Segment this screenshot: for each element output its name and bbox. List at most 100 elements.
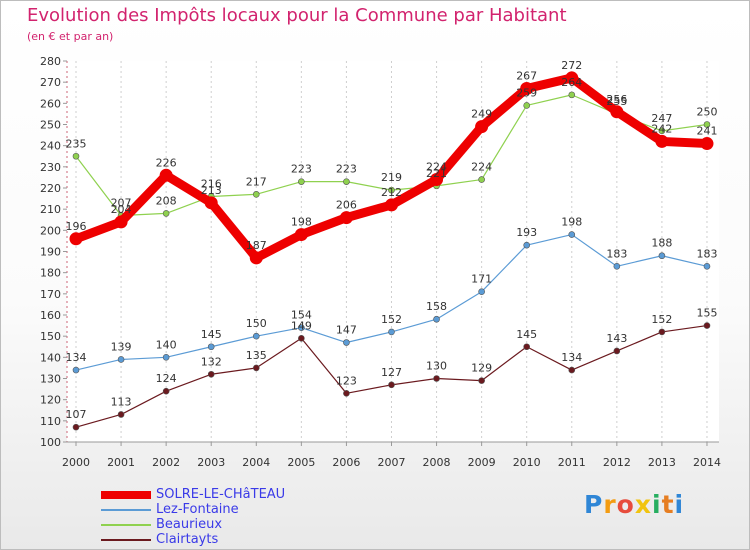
data-point <box>434 376 440 382</box>
data-label: 147 <box>336 324 357 337</box>
data-label: 124 <box>156 372 177 385</box>
data-point <box>475 120 488 133</box>
legend-swatch-clairtayts <box>101 539 151 541</box>
data-point <box>298 179 304 185</box>
data-point <box>479 378 485 384</box>
data-label: 140 <box>156 338 177 351</box>
legend: SOLRE-LE-CHâTEAU Lez-Fontaine Beaurieux … <box>101 487 285 547</box>
data-point <box>163 210 169 216</box>
data-point <box>343 390 349 396</box>
y-tick-label: 170 <box>40 288 61 301</box>
data-point <box>73 153 79 159</box>
x-tick-label: 2009 <box>468 456 496 469</box>
logo-letter: i <box>652 490 662 519</box>
data-label: 250 <box>696 106 717 119</box>
y-tick-label: 280 <box>40 55 61 68</box>
data-label: 193 <box>516 226 537 239</box>
data-point <box>160 169 173 182</box>
data-point <box>163 388 169 394</box>
y-tick-label: 210 <box>40 203 61 216</box>
data-label: 123 <box>336 374 357 387</box>
data-point <box>524 102 530 108</box>
data-point <box>700 137 713 150</box>
data-point <box>659 253 665 259</box>
data-label: 198 <box>561 216 582 229</box>
y-tick-label: 240 <box>40 140 61 153</box>
legend-swatch-lez-fontaine <box>101 509 151 511</box>
data-label: 187 <box>246 239 267 252</box>
data-point <box>659 329 665 335</box>
legend-label-solre: SOLRE-LE-CHâTEAU <box>156 487 285 502</box>
data-label: 224 <box>471 161 492 174</box>
data-label: 212 <box>381 186 402 199</box>
data-label: 226 <box>156 156 177 169</box>
data-point <box>73 424 79 430</box>
data-label: 143 <box>606 332 627 345</box>
data-label: 217 <box>246 175 267 188</box>
legend-item-beaurieux: Beaurieux <box>101 517 285 532</box>
data-label: 267 <box>516 70 537 83</box>
data-point <box>388 382 394 388</box>
data-point <box>340 211 353 224</box>
data-point <box>295 228 308 241</box>
x-tick-label: 2008 <box>423 456 451 469</box>
y-tick-label: 120 <box>40 394 61 407</box>
data-label: 150 <box>246 317 267 330</box>
y-tick-label: 220 <box>40 182 61 195</box>
data-point <box>524 242 530 248</box>
y-tick-label: 180 <box>40 267 61 280</box>
y-tick-label: 250 <box>40 119 61 132</box>
data-point <box>118 356 124 362</box>
data-label: 139 <box>111 340 132 353</box>
data-label: 213 <box>201 184 222 197</box>
data-label: 145 <box>201 328 222 341</box>
data-label: 235 <box>66 137 87 150</box>
data-label: 155 <box>696 307 717 320</box>
data-label: 259 <box>516 86 537 99</box>
logo-letter: t <box>662 490 675 519</box>
data-point <box>388 329 394 335</box>
line-chart: 1001101201301401501601701801902002102202… <box>1 1 749 549</box>
x-tick-label: 2002 <box>152 456 180 469</box>
x-tick-label: 2014 <box>693 456 721 469</box>
legend-item-solre: SOLRE-LE-CHâTEAU <box>101 487 285 502</box>
x-tick-label: 2013 <box>648 456 676 469</box>
data-label: 206 <box>336 199 357 212</box>
y-tick-label: 110 <box>40 415 61 428</box>
data-label: 113 <box>111 395 132 408</box>
data-label: 154 <box>291 309 312 322</box>
x-tick-label: 2011 <box>558 456 586 469</box>
y-tick-label: 100 <box>40 436 61 449</box>
x-tick-label: 2003 <box>197 456 225 469</box>
logo-letter: i <box>675 490 685 519</box>
data-point <box>343 179 349 185</box>
x-tick-label: 2012 <box>603 456 631 469</box>
data-point <box>253 365 259 371</box>
data-label: 152 <box>381 313 402 326</box>
x-tick-label: 2005 <box>287 456 315 469</box>
legend-label-lez-fontaine: Lez-Fontaine <box>156 502 239 517</box>
data-point <box>655 135 668 148</box>
data-label: 204 <box>111 203 132 216</box>
data-label: 127 <box>381 366 402 379</box>
data-label: 130 <box>426 360 447 373</box>
logo-letter: r <box>603 490 616 519</box>
data-point <box>704 263 710 269</box>
x-tick-label: 2004 <box>242 456 270 469</box>
y-tick-label: 200 <box>40 224 61 237</box>
data-label: 264 <box>561 76 582 89</box>
legend-item-clairtayts: Clairtayts <box>101 532 285 547</box>
y-tick-label: 190 <box>40 246 61 259</box>
x-tick-label: 2000 <box>62 456 90 469</box>
data-point <box>208 344 214 350</box>
data-point <box>343 340 349 346</box>
data-point <box>385 198 398 211</box>
data-label: 256 <box>606 93 627 106</box>
data-label: 129 <box>471 362 492 375</box>
y-tick-label: 270 <box>40 76 61 89</box>
logo-letter: P <box>584 490 603 519</box>
proxiti-logo: Proxiti <box>584 490 684 519</box>
data-label: 242 <box>651 122 672 135</box>
y-tick-label: 130 <box>40 373 61 386</box>
data-point <box>569 232 575 238</box>
